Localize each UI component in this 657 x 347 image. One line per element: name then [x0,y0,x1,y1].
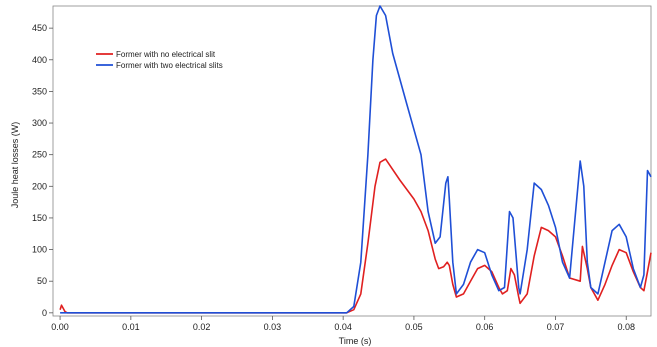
y-tick-label: 450 [32,23,47,33]
series-layer [59,5,652,314]
y-axis-ticks: 0 50 100 150 200 250 300 350 400 450 [32,23,53,318]
y-tick-label: 0 [42,308,47,318]
y-tick-label: 200 [32,181,47,191]
y-axis-title: Joule heat losses (W) [10,122,20,209]
x-tick-label: 0.00 [51,322,69,332]
y-tick-label: 400 [32,55,47,65]
x-tick-label: 0.05 [405,322,423,332]
legend: Former with no electrical slit Former wi… [96,50,223,70]
x-tick-label: 0.08 [617,322,635,332]
legend-label-no-slit: Former with no electrical slit [116,50,216,59]
y-tick-label: 350 [32,86,47,96]
x-tick-label: 0.04 [334,322,352,332]
y-tick-label: 50 [37,276,47,286]
x-axis-ticks: 0.00 0.01 0.02 0.03 0.04 0.05 0.06 0.07 0.08 [51,316,635,332]
legend-label-two-slits: Former with two electrical slits [116,61,223,70]
series-line-two-slits [60,5,652,314]
x-tick-label: 0.07 [547,322,565,332]
plot-area-frame [52,5,652,317]
x-tick-label: 0.01 [122,322,140,332]
x-tick-label: 0.06 [476,322,494,332]
x-tick-label: 0.02 [193,322,211,332]
y-tick-label: 150 [32,213,47,223]
y-tick-label: 300 [32,118,47,128]
x-tick-label: 0.03 [264,322,282,332]
y-tick-label: 100 [32,245,47,255]
x-axis-title: Time (s) [339,336,372,346]
y-tick-label: 250 [32,150,47,160]
